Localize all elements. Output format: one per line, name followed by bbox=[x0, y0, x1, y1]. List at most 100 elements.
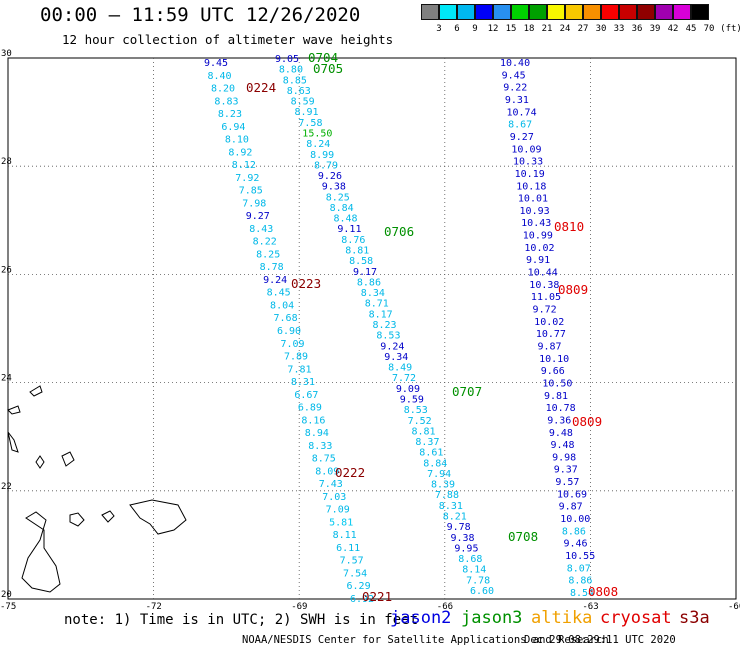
wave-height-value: 8.22 bbox=[253, 237, 277, 248]
wave-height-value: 9.26 bbox=[318, 171, 342, 182]
wave-height-value: 8.80 bbox=[279, 65, 303, 76]
satellite-label-s3a: s3a bbox=[679, 608, 710, 628]
wave-height-value: 6.67 bbox=[294, 390, 318, 401]
wave-height-value: 8.91 bbox=[295, 107, 319, 118]
coastline bbox=[7, 431, 19, 453]
color-scale-label: 36 bbox=[631, 24, 643, 34]
wave-height-value: 8.31 bbox=[439, 501, 463, 512]
color-swatch bbox=[547, 4, 565, 20]
wave-height-value: 8.92 bbox=[228, 147, 252, 158]
wave-height-value: 9.27 bbox=[510, 132, 534, 143]
wave-height-value: 8.10 bbox=[225, 135, 249, 146]
satellite-label-cryosat: cryosat bbox=[600, 608, 672, 628]
wave-height-value: 8.61 bbox=[419, 448, 443, 459]
pass-time-label: 0708 bbox=[508, 529, 538, 544]
pass-time-label: 0706 bbox=[384, 224, 414, 239]
color-scale-label: 24 bbox=[559, 24, 571, 34]
wave-height-value: 8.67 bbox=[508, 120, 532, 131]
wave-height-value: 9.81 bbox=[544, 391, 568, 402]
pass-time-label: 0222 bbox=[335, 465, 365, 480]
wave-height-value: 10.44 bbox=[528, 268, 558, 279]
wave-height-value: 9.09 bbox=[396, 384, 420, 395]
wave-height-value: 10.99 bbox=[523, 231, 553, 242]
color-scale-label: 27 bbox=[577, 24, 589, 34]
wave-height-value: 8.14 bbox=[462, 565, 486, 576]
wave-height-value: 8.25 bbox=[326, 192, 350, 203]
longitude-tick-label: -66 bbox=[437, 602, 453, 612]
wave-height-value: 10.40 bbox=[500, 58, 530, 69]
pass-time-label: 0707 bbox=[452, 384, 482, 399]
latitude-tick-label: 28 bbox=[1, 157, 12, 167]
wave-height-value: 8.68 bbox=[458, 554, 482, 565]
wave-height-value: 8.48 bbox=[334, 214, 358, 225]
color-scale-label: 21 bbox=[541, 24, 553, 34]
wave-height-value: 8.24 bbox=[306, 139, 330, 150]
wave-height-value: 7.92 bbox=[235, 173, 259, 184]
pass-time-label: 0809 bbox=[558, 282, 588, 297]
pass-time-label: 0704 bbox=[308, 50, 338, 65]
coastline bbox=[21, 511, 61, 593]
color-scale-label: 3 bbox=[436, 24, 442, 34]
pass-time-label: 0224 bbox=[246, 80, 276, 95]
wave-height-value: 9.36 bbox=[547, 415, 571, 426]
wave-height-value: 5.81 bbox=[329, 517, 353, 528]
wave-height-value: 9.87 bbox=[559, 502, 583, 513]
wave-height-value: 10.69 bbox=[557, 489, 587, 500]
wave-height-value: 8.75 bbox=[312, 454, 336, 465]
wave-height-value: 6.90 bbox=[277, 326, 301, 337]
wave-height-value: 9.17 bbox=[353, 267, 377, 278]
wave-height-value: 9.05 bbox=[275, 54, 299, 65]
color-swatch bbox=[673, 4, 691, 20]
wave-height-value: 7.58 bbox=[298, 118, 322, 129]
color-scale-label: 15 bbox=[505, 24, 517, 34]
wave-height-value: 8.23 bbox=[373, 320, 397, 331]
wave-height-value: 7.52 bbox=[408, 416, 432, 427]
wave-height-value: 10.93 bbox=[520, 206, 550, 217]
wave-height-value: 10.18 bbox=[516, 181, 546, 192]
pass-time-label: 0221 bbox=[362, 589, 392, 604]
map-subtitle: 12 hour collection of altimeter wave hei… bbox=[62, 32, 394, 47]
wave-height-value: 8.11 bbox=[333, 530, 357, 541]
wave-height-value: 9.38 bbox=[451, 533, 475, 544]
wave-height-value: 6.11 bbox=[336, 543, 360, 554]
coastline bbox=[29, 385, 43, 397]
wave-height-value: 8.81 bbox=[345, 246, 369, 257]
wave-height-value: 8.71 bbox=[365, 299, 389, 310]
wave-height-value: 9.87 bbox=[537, 341, 561, 352]
color-swatch bbox=[637, 4, 655, 20]
color-scale-label: 9 bbox=[472, 24, 478, 34]
wave-height-value: 10.43 bbox=[521, 218, 551, 229]
wave-height-value: 9.31 bbox=[505, 95, 529, 106]
wave-height-value: 9.46 bbox=[563, 539, 587, 550]
map-frame bbox=[7, 57, 737, 600]
wave-height-value: 10.01 bbox=[518, 194, 548, 205]
wave-height-value: 8.58 bbox=[349, 256, 373, 267]
wave-height-value: 8.04 bbox=[270, 300, 294, 311]
color-swatch bbox=[511, 4, 529, 20]
wave-height-value: 8.79 bbox=[314, 160, 338, 171]
color-swatch bbox=[475, 4, 493, 20]
wave-height-value: 9.24 bbox=[263, 275, 287, 286]
wave-height-value: 9.37 bbox=[554, 465, 578, 476]
pass-time-label: 0809 bbox=[572, 414, 602, 429]
wave-height-value: 7.89 bbox=[284, 352, 308, 363]
wave-height-value: 8.49 bbox=[388, 363, 412, 374]
map-title: 00:00 – 11:59 UTC 12/26/2020 bbox=[40, 4, 361, 26]
color-scale-label: 6 bbox=[454, 24, 460, 34]
wave-height-value: 8.40 bbox=[207, 71, 231, 82]
wave-height-value: 10.02 bbox=[524, 243, 554, 254]
wave-height-value: 10.38 bbox=[529, 280, 559, 291]
wave-height-value: 9.24 bbox=[380, 341, 404, 352]
wave-height-value: 10.02 bbox=[534, 317, 564, 328]
wave-height-value: 15.50 bbox=[302, 128, 332, 139]
coastline bbox=[129, 499, 187, 535]
wave-height-value: 7.78 bbox=[466, 575, 490, 586]
wave-height-value: 10.33 bbox=[513, 157, 543, 168]
wave-height-value: 7.98 bbox=[242, 198, 266, 209]
latitude-tick-label: 26 bbox=[1, 265, 12, 275]
color-scale-label: (ft) bbox=[720, 24, 740, 34]
wave-height-value: 9.66 bbox=[541, 366, 565, 377]
wave-height-value: 8.78 bbox=[260, 262, 284, 273]
color-swatch bbox=[421, 4, 439, 20]
